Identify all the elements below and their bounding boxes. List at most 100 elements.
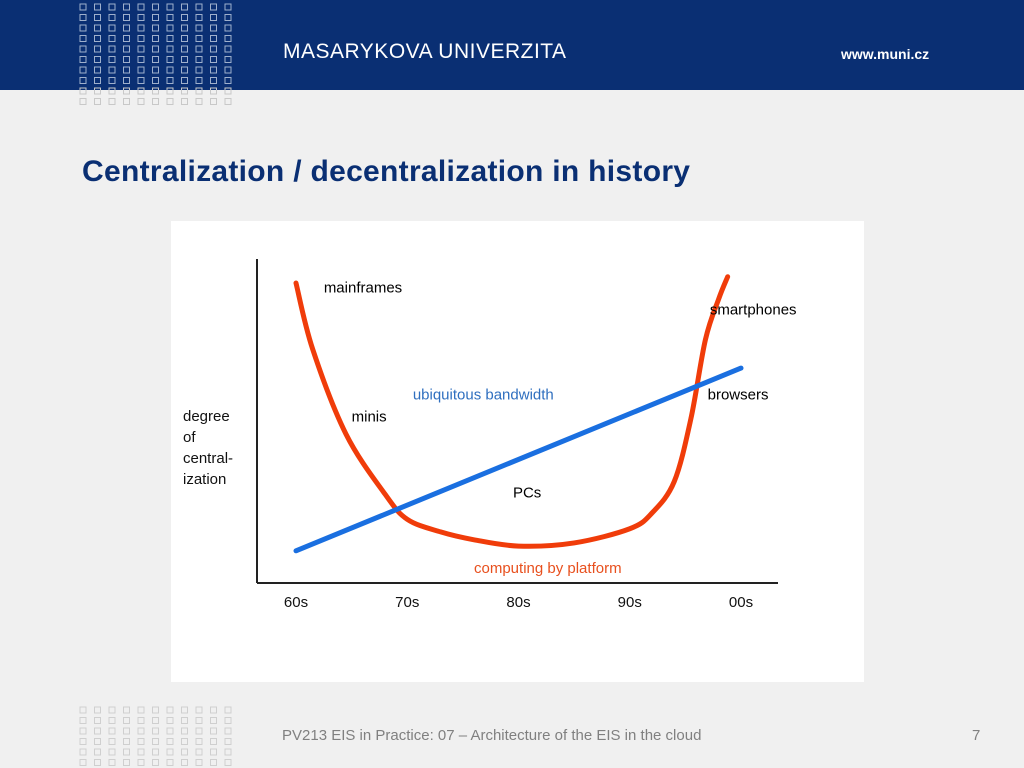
pattern-dot bbox=[137, 738, 145, 745]
pattern-dot bbox=[224, 706, 232, 714]
pattern-dot bbox=[108, 98, 116, 105]
pattern-dot bbox=[94, 738, 101, 745]
pattern-dot bbox=[108, 56, 116, 63]
pattern-dot bbox=[79, 759, 87, 766]
pattern-dot bbox=[108, 66, 116, 74]
pattern-dot bbox=[94, 717, 101, 724]
pattern-dot bbox=[108, 45, 116, 53]
x-tick-label: 00s bbox=[729, 594, 753, 611]
pattern-dot bbox=[166, 717, 174, 724]
pattern-dot bbox=[224, 77, 232, 84]
pattern-dot bbox=[166, 706, 174, 714]
pattern-dot bbox=[94, 35, 101, 42]
pattern-dot bbox=[94, 727, 101, 735]
pattern-dot bbox=[181, 706, 188, 714]
pattern-dot bbox=[166, 759, 174, 766]
pattern-dot bbox=[123, 727, 130, 735]
pattern-dot bbox=[152, 98, 159, 105]
pattern-dot bbox=[224, 45, 232, 53]
pattern-dot bbox=[137, 759, 145, 766]
pattern-dot bbox=[181, 45, 188, 53]
pattern-dot bbox=[94, 3, 101, 11]
pattern-dot bbox=[195, 717, 203, 724]
pattern-dot bbox=[224, 748, 232, 756]
university-name: MASARYKOVA UNIVERZITA bbox=[283, 40, 567, 63]
pattern-dot bbox=[123, 87, 130, 95]
pattern-dot bbox=[152, 87, 159, 95]
pattern-dot bbox=[195, 87, 203, 95]
pattern-dot bbox=[224, 66, 232, 74]
pattern-dot bbox=[224, 24, 232, 32]
header-dot-pattern bbox=[79, 3, 232, 105]
pattern-dot bbox=[152, 35, 159, 42]
university-url[interactable]: www.muni.cz bbox=[841, 46, 930, 62]
pattern-dot bbox=[79, 98, 87, 105]
pattern-dot bbox=[123, 45, 130, 53]
pattern-dot bbox=[195, 748, 203, 756]
pattern-dot bbox=[210, 87, 217, 95]
pattern-dot bbox=[108, 3, 116, 11]
pattern-dot bbox=[94, 98, 101, 105]
series-line-ubiquitous-bandwidth bbox=[293, 365, 744, 554]
pattern-dot bbox=[166, 748, 174, 756]
pattern-dot bbox=[108, 24, 116, 32]
pattern-dot bbox=[94, 759, 101, 766]
pattern-dot bbox=[152, 738, 159, 745]
pattern-dot bbox=[195, 45, 203, 53]
pattern-dot bbox=[137, 24, 145, 32]
pattern-dot bbox=[166, 35, 174, 42]
pattern-dot bbox=[79, 66, 87, 74]
chart-svg: 60s 70s 80s 90s 00s degree of central-ization ma… bbox=[183, 259, 797, 611]
series-line-computing-by-platform bbox=[293, 274, 731, 549]
pattern-dot bbox=[181, 87, 188, 95]
pattern-dot bbox=[181, 717, 188, 724]
pattern-dot bbox=[79, 35, 87, 42]
pattern-dot bbox=[94, 87, 101, 95]
pattern-dot bbox=[137, 98, 145, 105]
pattern-dot bbox=[210, 66, 217, 74]
pattern-dot bbox=[137, 66, 145, 74]
pattern-dot bbox=[166, 727, 174, 735]
chart-annotation: minis bbox=[352, 409, 387, 426]
y-axis-label: central- bbox=[183, 450, 233, 467]
pattern-dot bbox=[123, 717, 130, 724]
chart-annotation: ubiquitous bandwidth bbox=[413, 387, 554, 404]
pattern-dot bbox=[195, 98, 203, 105]
chart-annotation: smartphones bbox=[710, 302, 797, 319]
x-tick-label: 90s bbox=[618, 594, 642, 611]
pattern-dot bbox=[123, 3, 130, 11]
pattern-dot bbox=[94, 748, 101, 756]
pattern-dot bbox=[166, 87, 174, 95]
y-axis-label: ization bbox=[183, 471, 226, 488]
pattern-dot bbox=[210, 748, 217, 756]
pattern-dot bbox=[123, 759, 130, 766]
pattern-dot bbox=[123, 77, 130, 84]
pattern-dot bbox=[195, 77, 203, 84]
pattern-dot bbox=[210, 56, 217, 63]
pattern-dot bbox=[108, 14, 116, 21]
pattern-dot bbox=[152, 24, 159, 32]
pattern-dot bbox=[181, 3, 188, 11]
pattern-dot bbox=[152, 3, 159, 11]
pattern-dot bbox=[181, 727, 188, 735]
pattern-dot bbox=[166, 45, 174, 53]
pattern-dot bbox=[181, 748, 188, 756]
y-axis-label: of bbox=[183, 429, 196, 446]
pattern-dot bbox=[195, 706, 203, 714]
pattern-dot bbox=[166, 56, 174, 63]
pattern-dot bbox=[210, 35, 217, 42]
pattern-dot bbox=[137, 706, 145, 714]
pattern-dot bbox=[94, 77, 101, 84]
pattern-dot bbox=[166, 24, 174, 32]
pattern-dot bbox=[108, 706, 116, 714]
page-number: 7 bbox=[972, 727, 981, 744]
pattern-dot bbox=[108, 87, 116, 95]
pattern-dot bbox=[94, 14, 101, 21]
chart-annotation: browsers bbox=[708, 387, 769, 404]
pattern-dot bbox=[94, 45, 101, 53]
pattern-dot bbox=[123, 56, 130, 63]
pattern-dot bbox=[210, 706, 217, 714]
pattern-dot bbox=[210, 759, 217, 766]
pattern-dot bbox=[195, 727, 203, 735]
pattern-dot bbox=[137, 87, 145, 95]
